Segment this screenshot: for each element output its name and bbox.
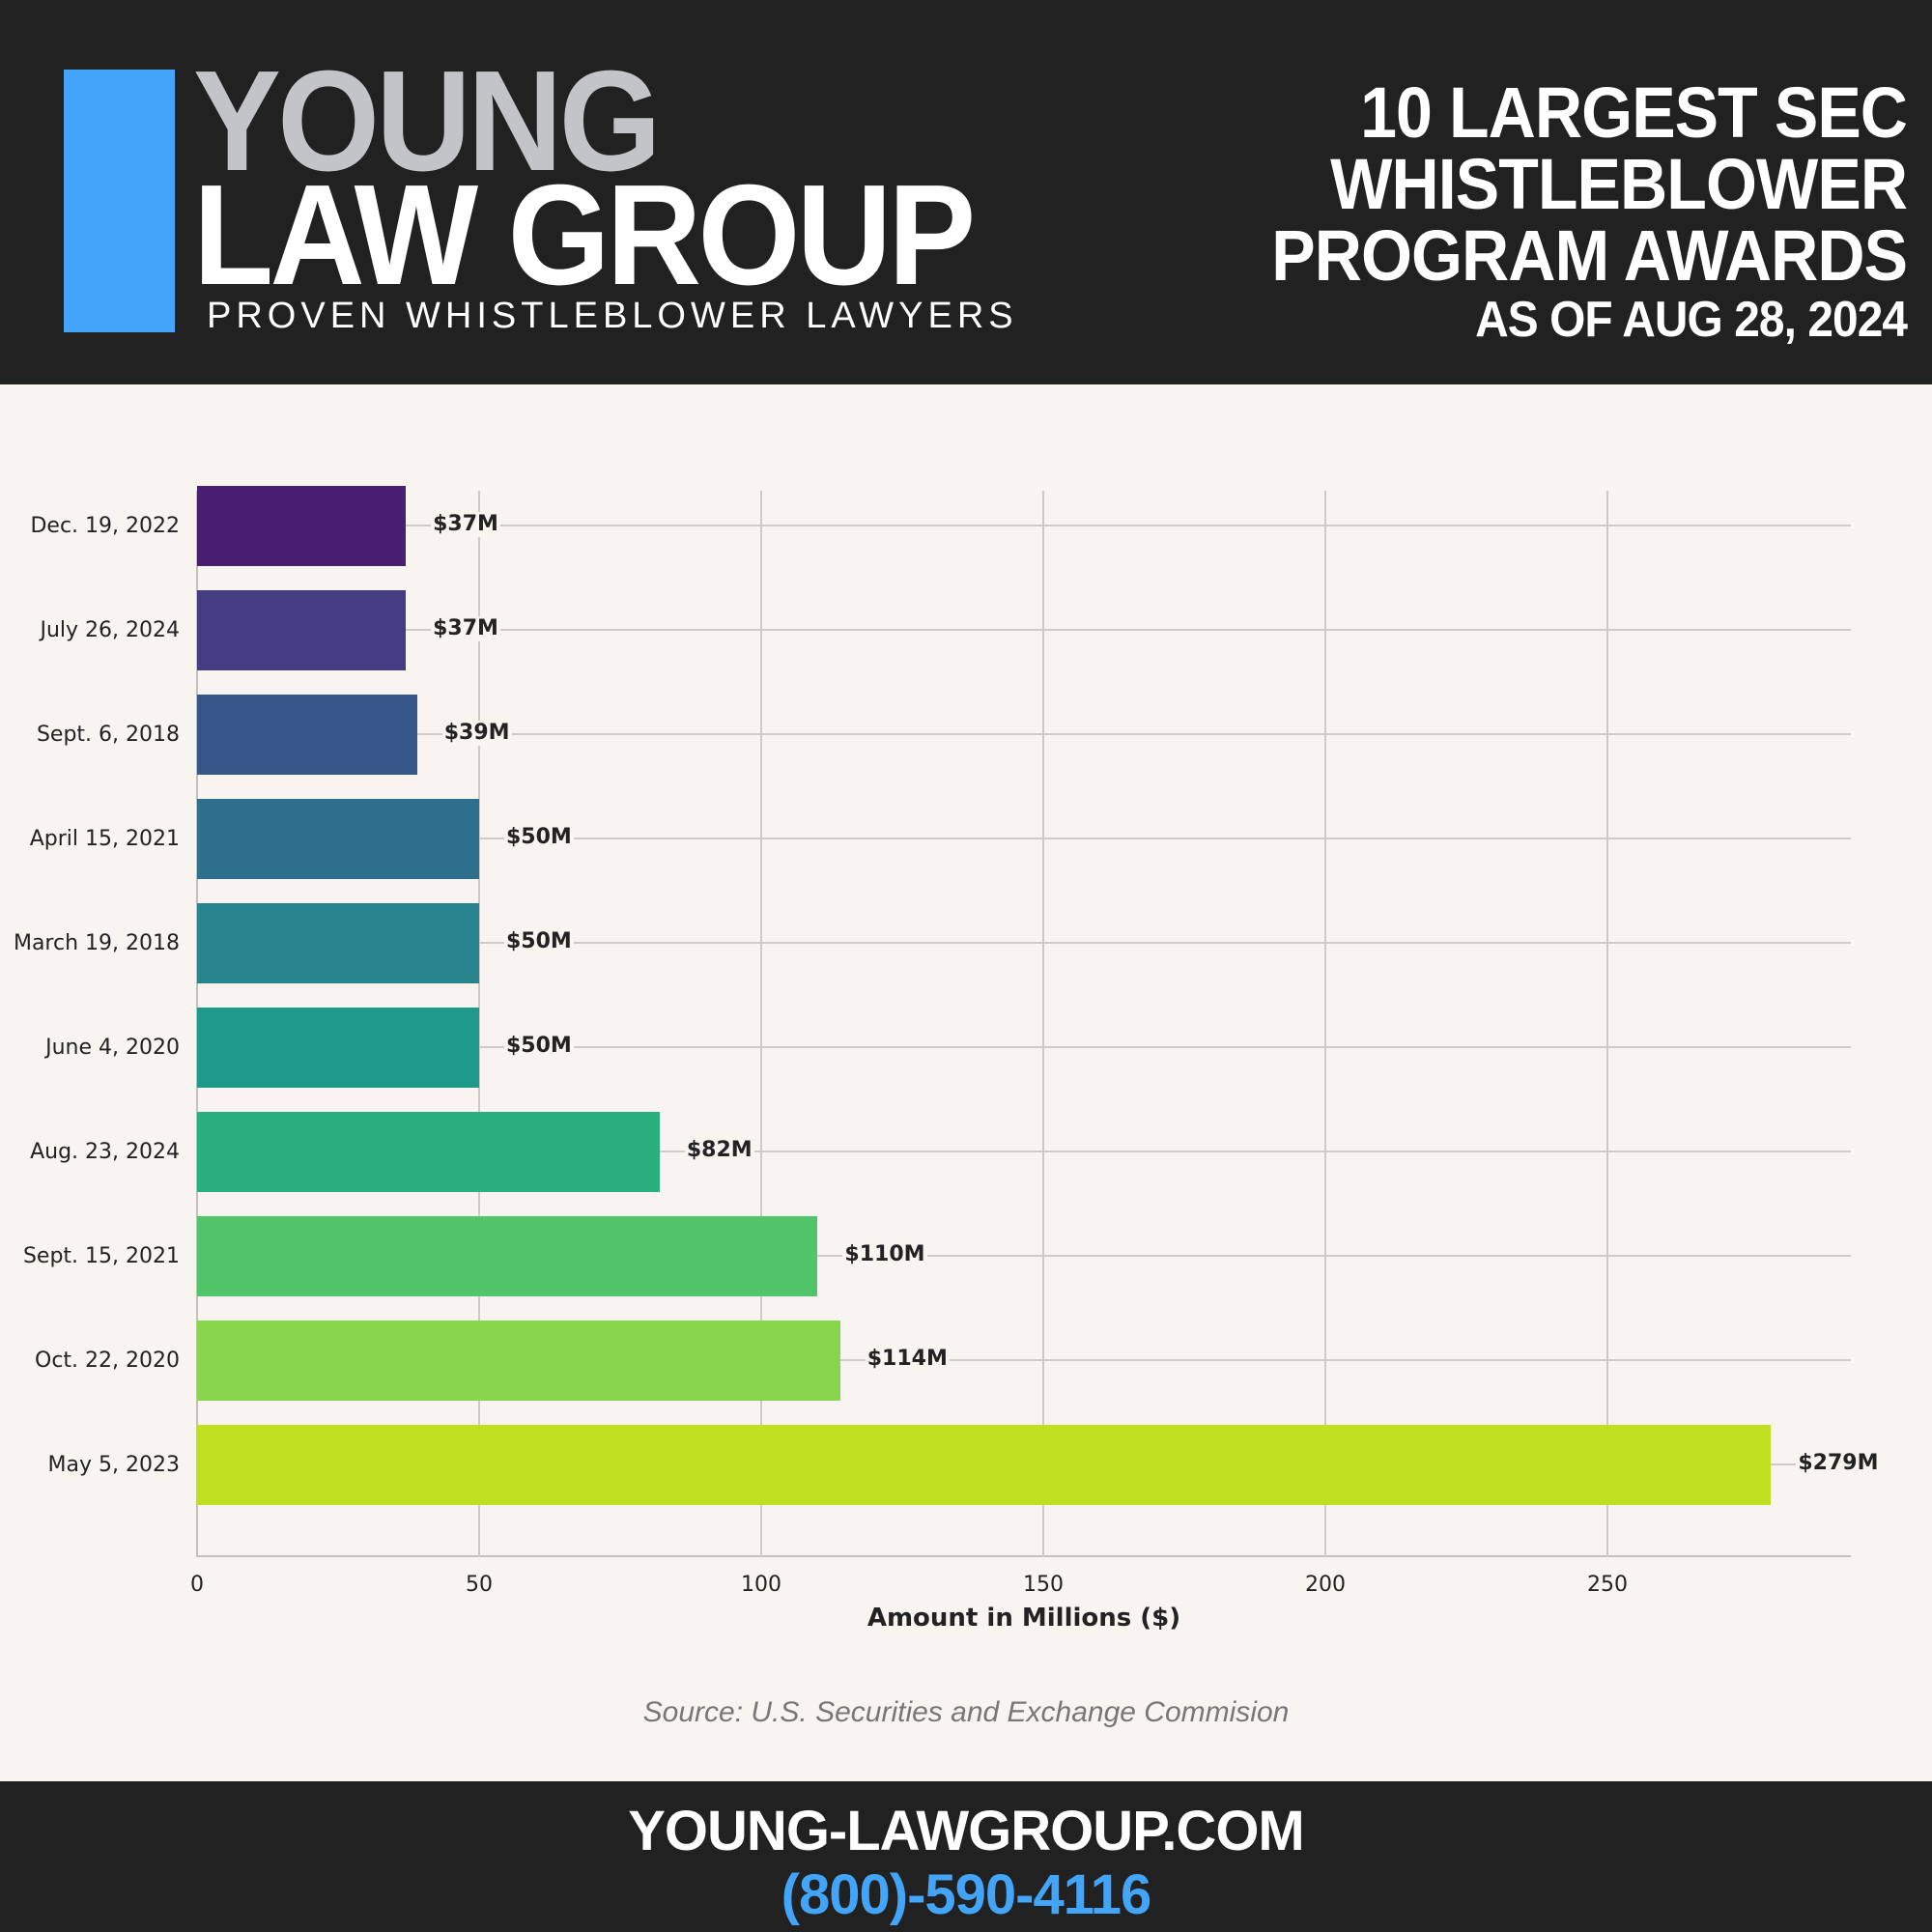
bar-value-label: $82M xyxy=(684,1138,754,1163)
x-tick-label: 100 xyxy=(741,1573,781,1597)
x-tick-label: 0 xyxy=(190,1573,204,1597)
vertical-gridline xyxy=(760,491,762,1557)
bar-value-label: $114M xyxy=(865,1347,950,1372)
category-label: July 26, 2024 xyxy=(40,618,180,642)
bar xyxy=(197,694,417,775)
category-label: June 4, 2020 xyxy=(45,1036,180,1060)
bar xyxy=(197,1320,840,1401)
horizontal-gridline xyxy=(197,942,1851,944)
phone-link[interactable]: (800)-590-4116 xyxy=(781,1863,1152,1926)
bar-value-label: $37M xyxy=(431,512,500,537)
horizontal-gridline xyxy=(197,1359,1851,1361)
horizontal-gridline xyxy=(197,1255,1851,1257)
category-label: Oct. 22, 2020 xyxy=(35,1349,180,1373)
category-label: May 5, 2023 xyxy=(47,1453,180,1477)
logo-tagline: PROVEN WHISTLEBLOWER LAWYERS xyxy=(207,296,1018,336)
title-line-2: WHISTLEBLOWER xyxy=(1330,144,1908,224)
title-subtitle: AS OF AUG 28, 2024 xyxy=(1475,292,1908,348)
bar-value-label: $39M xyxy=(441,721,512,746)
x-tick-label: 150 xyxy=(1023,1573,1064,1597)
x-axis-title: Amount in Millions ($) xyxy=(867,1604,1181,1633)
category-label: April 15, 2021 xyxy=(29,827,180,851)
bar xyxy=(197,798,479,879)
horizontal-gridline xyxy=(197,629,1851,631)
header: YOUNG LAW GROUP PROVEN WHISTLEBLOWER LAW… xyxy=(0,0,1932,384)
x-tick-label: 50 xyxy=(466,1573,493,1597)
category-label: March 19, 2018 xyxy=(13,931,180,955)
bar xyxy=(197,1007,479,1088)
title-line-3: PROGRAM AWARDS xyxy=(1271,215,1908,296)
bar-chart: $37M $37M $39M $50M $50M $50M $82M $110M $114M $2… xyxy=(0,384,1932,1781)
logo-accent-bar xyxy=(64,70,175,332)
bar xyxy=(197,1111,660,1192)
plot-area: $37M $37M $39M $50M $50M $50M $82M $110M $114M $2… xyxy=(196,485,1881,1557)
bar-value-label: $50M xyxy=(504,1034,574,1059)
horizontal-gridline xyxy=(197,525,1851,526)
horizontal-gridline xyxy=(197,1046,1851,1048)
category-label: Dec. 19, 2022 xyxy=(30,514,180,538)
footer: YOUNG-LAWGROUP.COM (800)-590-4116 xyxy=(0,1781,1932,1932)
title-line-1: 10 LARGEST SEC xyxy=(1360,72,1908,153)
bar xyxy=(197,485,407,566)
bar xyxy=(197,902,479,983)
x-axis-line xyxy=(197,1555,1851,1557)
logo-line2: LAW GROUP xyxy=(193,156,976,315)
vertical-gridline xyxy=(478,491,480,1557)
bar-value-label: $37M xyxy=(431,616,500,641)
vertical-gridline xyxy=(1606,491,1608,1557)
horizontal-gridline xyxy=(197,838,1851,839)
category-label: Aug. 23, 2024 xyxy=(30,1140,180,1164)
category-label: Sept. 6, 2018 xyxy=(36,723,180,747)
vertical-gridline xyxy=(1042,491,1044,1557)
x-tick-label: 250 xyxy=(1587,1573,1628,1597)
bar xyxy=(197,1424,1772,1505)
vertical-gridline xyxy=(1324,491,1326,1557)
bar-value-label: $50M xyxy=(504,929,574,954)
bar-value-label: $110M xyxy=(842,1242,927,1267)
source-caption: Source: U.S. Securities and Exchange Com… xyxy=(642,1696,1290,1728)
horizontal-gridline xyxy=(197,1151,1851,1152)
bar-value-label: $279M xyxy=(1796,1451,1881,1476)
website-link[interactable]: YOUNG-LAWGROUP.COM xyxy=(628,1800,1305,1862)
x-tick-label: 200 xyxy=(1305,1573,1346,1597)
logo-line1: YOUNG xyxy=(193,42,662,201)
category-label: Sept. 15, 2021 xyxy=(22,1244,180,1268)
bar-value-label: $50M xyxy=(504,825,574,850)
horizontal-gridline xyxy=(197,733,1851,735)
bar xyxy=(197,589,407,670)
bar xyxy=(197,1215,818,1296)
chart-title: 10 LARGEST SEC WHISTLEBLOWER PROGRAM AWA… xyxy=(1216,72,1908,349)
